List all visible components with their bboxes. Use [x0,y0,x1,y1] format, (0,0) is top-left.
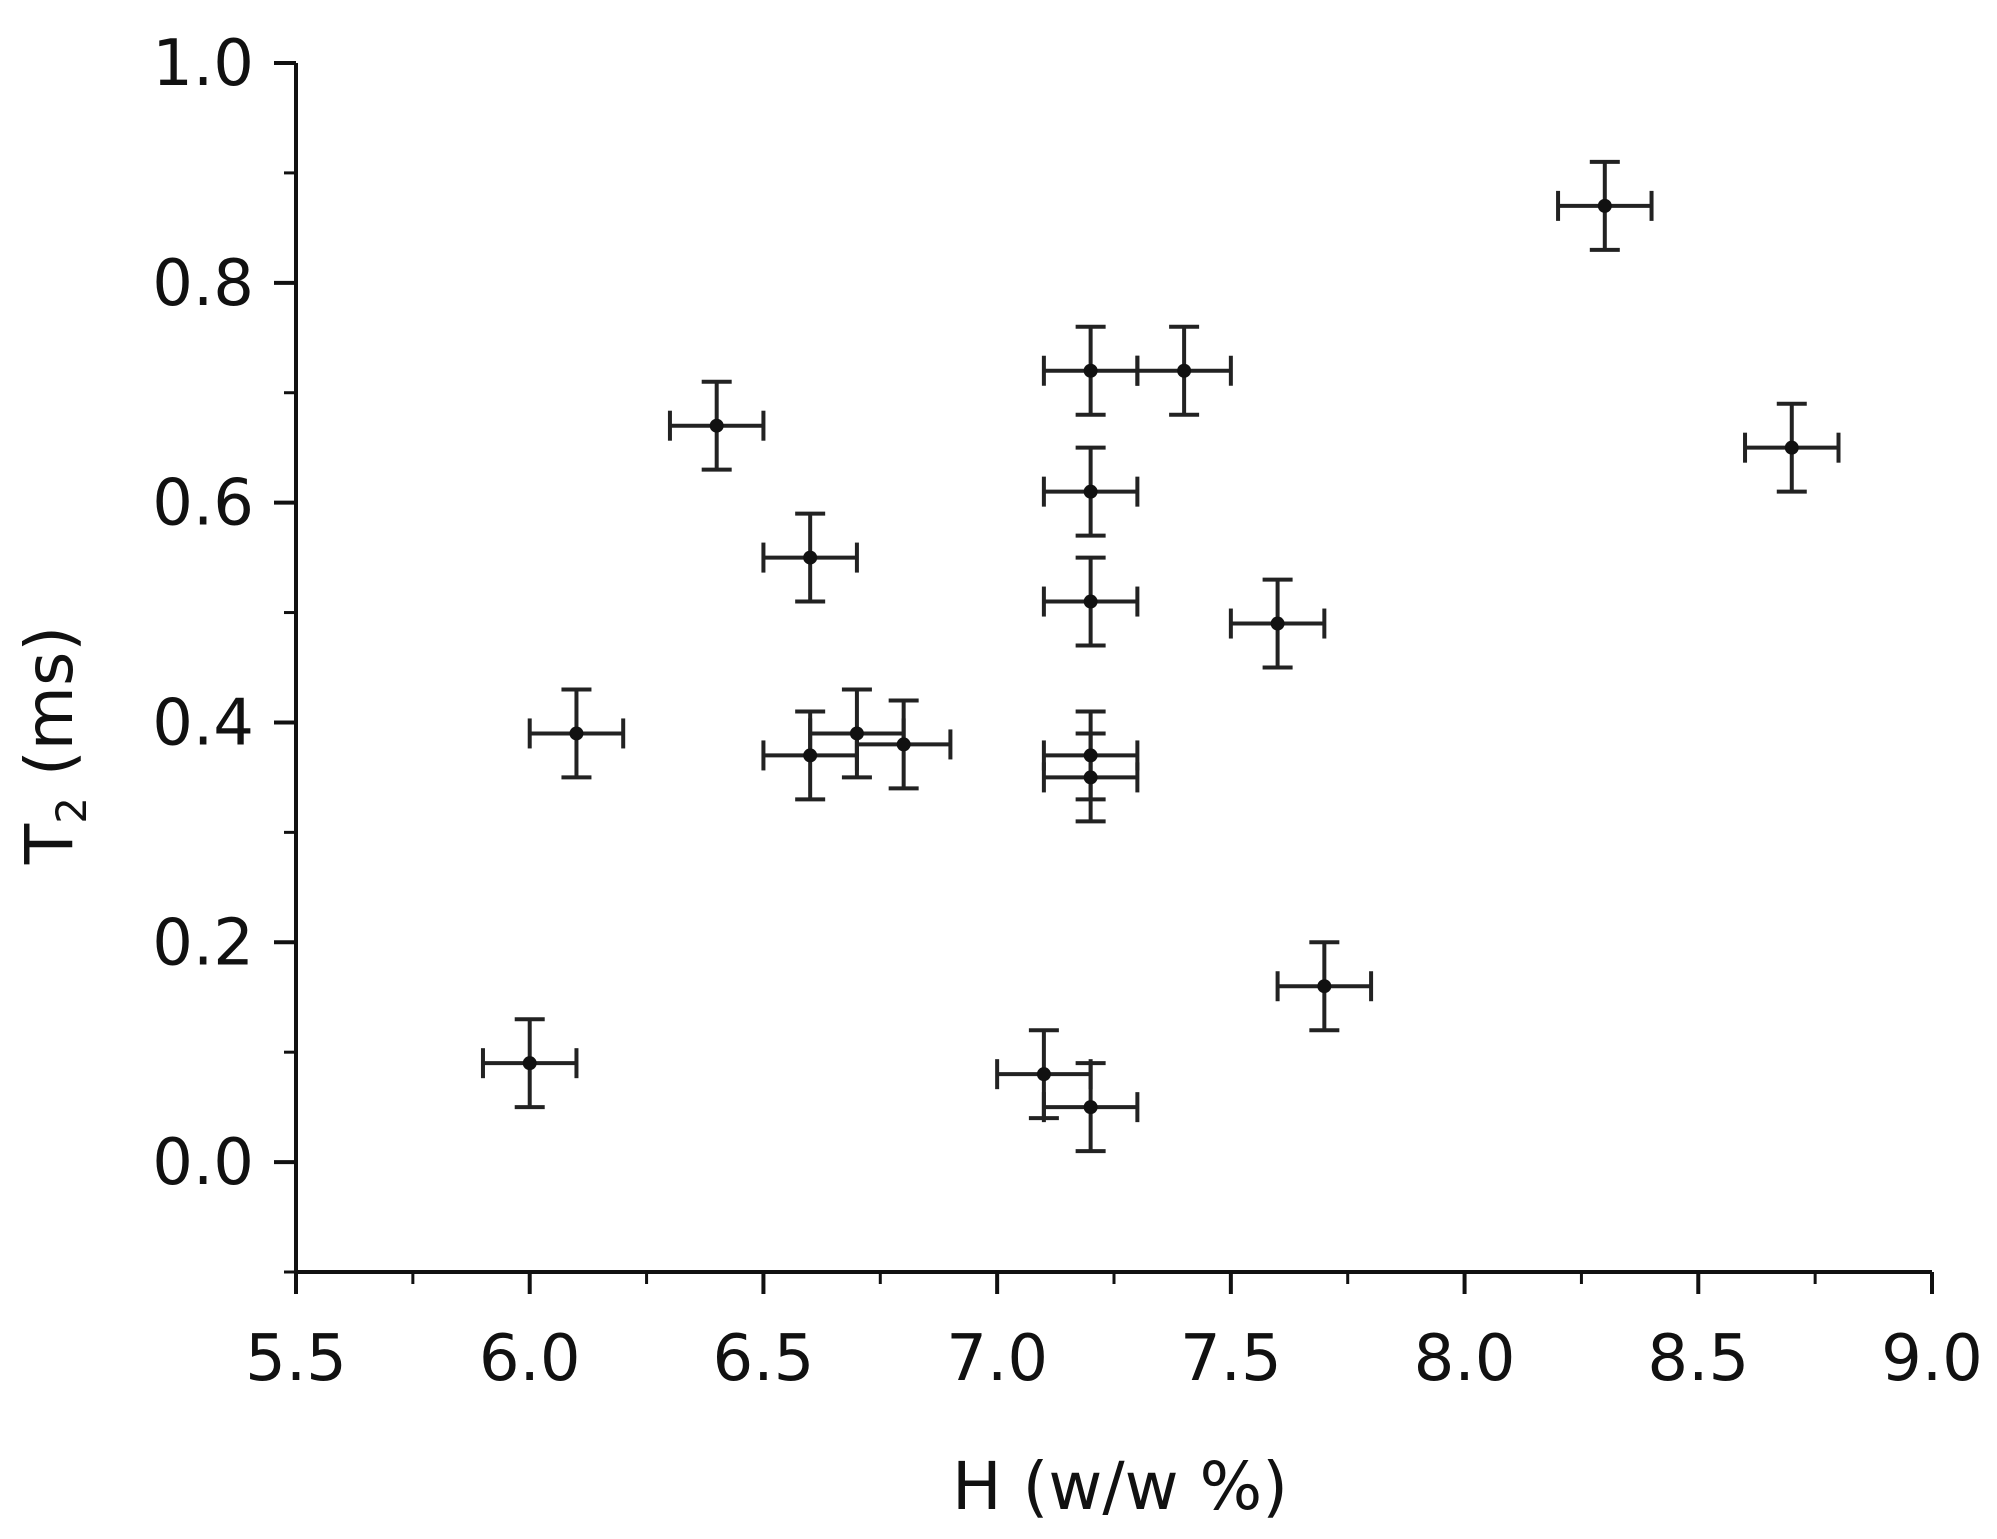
x-tick-label: 9.0 [1881,1322,1983,1396]
data-point [1177,363,1192,378]
x-tick-label: 8.0 [1414,1322,1516,1396]
data-point [1083,770,1098,785]
data-point [1784,440,1799,455]
data-point [1083,1100,1098,1115]
x-tick-label: 8.5 [1647,1322,1749,1396]
data-point [1083,363,1098,378]
data-point [1083,594,1098,609]
data-point [849,726,864,741]
y-axis-title: T2 (ms) [11,626,96,865]
x-tick-label: 7.5 [1180,1322,1282,1396]
y-axis-title-unit: (ms) [11,626,88,797]
x-tick-label: 5.5 [245,1322,347,1396]
y-tick-label: 0.8 [152,247,254,321]
data-point [803,748,818,763]
error-bar [1041,731,1140,824]
ticks: 5.5 6.0 6.5 7.0 7.5 8.0 8.5 9.0 0.0 0.2 0.4 0.6 0.8 1… [152,27,1983,1396]
data-point [709,418,724,433]
y-tick-label: 0.4 [152,686,254,760]
y-axis-title-main: T [11,823,88,865]
x-tick-label: 7.0 [946,1322,1048,1396]
axes [294,63,1932,1274]
data-point [1083,484,1098,499]
error-bars [480,159,1841,1154]
y-tick-label: 0.0 [152,1126,254,1200]
x-axis-title: H (w/w %) [952,1448,1288,1525]
y-axis-title-subscript: 2 [47,797,96,824]
data-point [1270,616,1285,631]
data-point [896,737,911,752]
y-tick-label: 0.6 [152,467,254,541]
data-point [1083,748,1098,763]
y-tick-label: 0.2 [152,906,254,980]
data-point [1597,198,1612,213]
data-point [569,726,584,741]
data-point [1036,1067,1051,1082]
data-point [522,1056,537,1071]
data-points [522,198,1799,1115]
data-point [803,550,818,565]
data-point [1317,979,1332,994]
y-tick-label: 1.0 [152,27,254,101]
x-tick-label: 6.0 [479,1322,581,1396]
x-tick-label: 6.5 [713,1322,815,1396]
